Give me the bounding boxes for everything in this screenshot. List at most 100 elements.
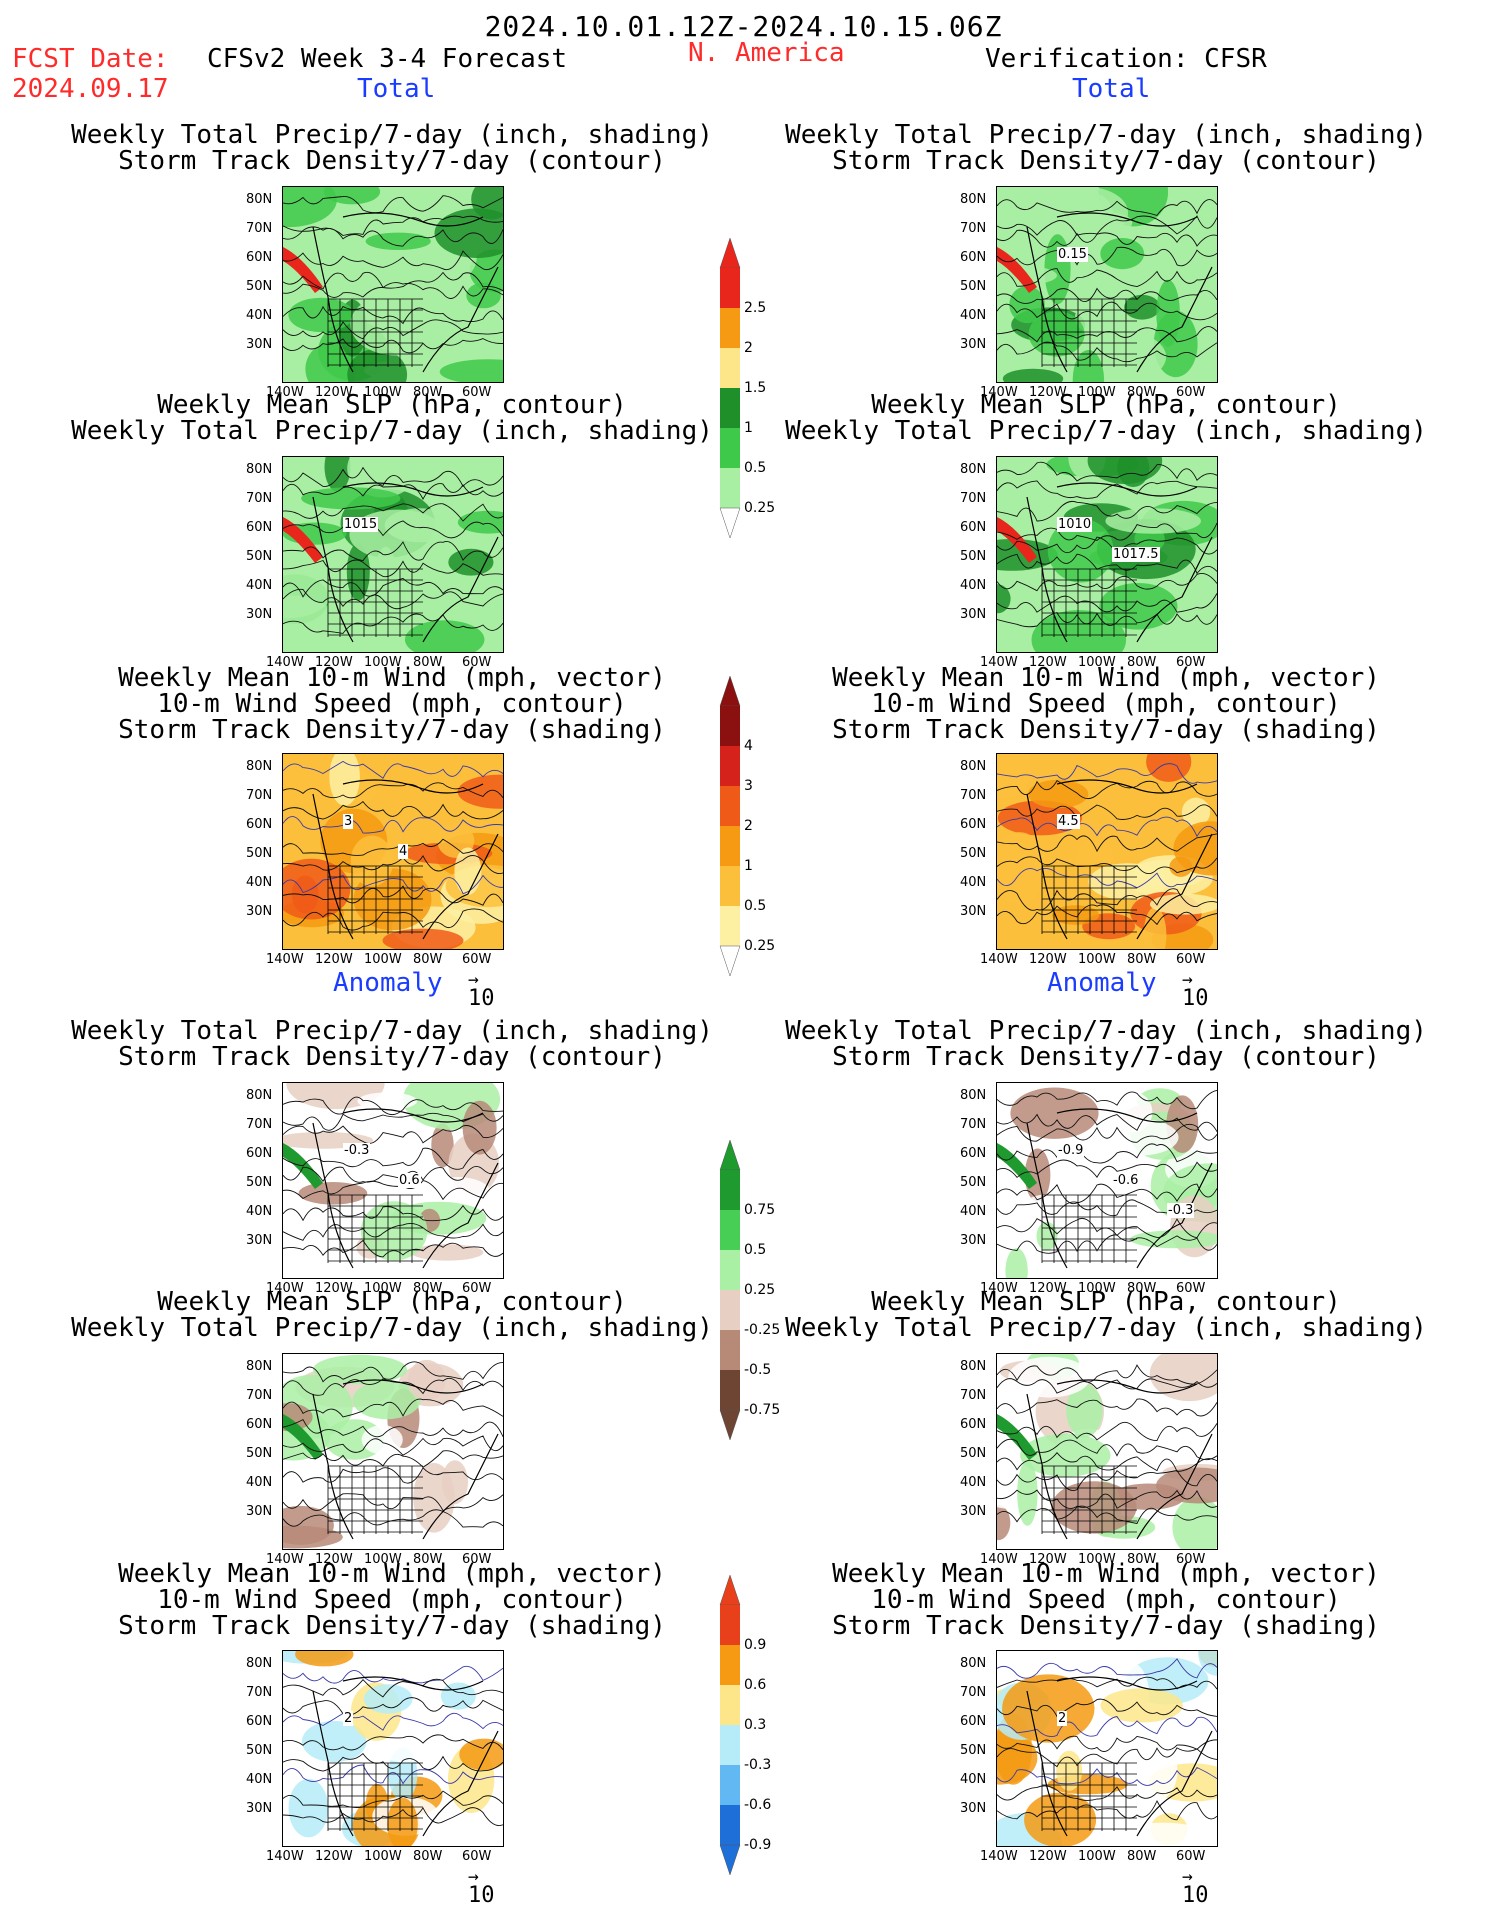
contour-line (997, 804, 1217, 820)
lat-tick-label: 40N (960, 1475, 987, 1490)
shading-blob (404, 620, 485, 652)
lat-tick-label: 40N (246, 1772, 273, 1787)
contour-line (997, 904, 1217, 926)
contour-line (997, 1766, 1217, 1786)
contour-line (283, 559, 503, 578)
coastline (312, 1676, 499, 1837)
lon-tick-label: 120W (315, 1849, 353, 1864)
panel-title-line: Weekly Total Precip/7-day (inch, shading… (71, 1016, 713, 1046)
lon-tick-label: 100W (1078, 1552, 1116, 1567)
shading-blob (1021, 1194, 1075, 1222)
contour-line (283, 1166, 503, 1183)
shading-blob (431, 1123, 454, 1168)
shading-blob (466, 1367, 503, 1415)
contour-line (283, 483, 503, 500)
contour-line (997, 763, 1217, 784)
lat-tick-label: 60N (960, 1417, 987, 1432)
shading-blob (357, 1092, 418, 1110)
contour-line (997, 816, 1217, 838)
shading-blob (1187, 234, 1217, 305)
lon-tick-label: 100W (364, 952, 402, 967)
contour-line (283, 1377, 503, 1396)
shading-blob (1117, 1822, 1208, 1846)
shading-blob (1149, 1354, 1217, 1402)
contour-line (283, 1678, 503, 1698)
lat-tick-label: 50N (246, 1175, 273, 1190)
shading-blob (316, 1239, 356, 1278)
coastline (1026, 212, 1213, 373)
contour-line (283, 1764, 503, 1785)
contour-line (283, 1204, 503, 1222)
shading-blob (361, 1425, 403, 1455)
lon-tick-label: 120W (315, 655, 353, 670)
map-graphic (997, 1651, 1217, 1846)
shading-blob (347, 457, 418, 498)
lon-tick-label: 120W (1029, 385, 1067, 400)
colorbar-segment (720, 428, 740, 468)
contour-line (283, 800, 503, 820)
contour-line (997, 1123, 1217, 1143)
shading-blob (459, 1738, 503, 1771)
contour-line (283, 1450, 503, 1468)
lon-tick-label: 140W (980, 1281, 1018, 1296)
coastline (312, 779, 499, 940)
anomaly-label-left: Anomaly (333, 968, 443, 998)
shading-blob (440, 1682, 476, 1710)
shading-blob (413, 1463, 455, 1533)
colorbar-bottom-arrow (719, 507, 741, 538)
lat-tick-label: 80N (960, 759, 987, 774)
shading-blob (1146, 754, 1192, 782)
contour-label: -0.9 (1057, 1143, 1085, 1158)
panel-title-line: Weekly Total Precip/7-day (inch, shading… (71, 1313, 713, 1343)
colorbar-tick-label: 3 (744, 778, 753, 794)
colorbar-segment (720, 826, 740, 866)
map-graphic (997, 187, 1217, 382)
lat-tick-label: 50N (246, 1743, 273, 1758)
contour-line (283, 226, 503, 247)
shading-blob (1002, 368, 1064, 382)
contour-line (283, 305, 503, 325)
lat-tick-label: 70N (960, 788, 987, 803)
lon-tick-label: 100W (1078, 952, 1116, 967)
vector-reference-value: 10 (468, 986, 495, 1011)
coastline (1026, 1108, 1213, 1269)
west-coast-precip-band (997, 1414, 1037, 1460)
lat-tick-label: 60N (960, 250, 987, 265)
shading-blob (313, 1354, 407, 1385)
lat-tick-label: 60N (246, 520, 273, 535)
colorbar-tick-label: 2 (744, 340, 753, 356)
coastline (1026, 779, 1213, 940)
lat-tick-label: 60N (960, 520, 987, 535)
contour-line (283, 1665, 503, 1684)
contour-line (283, 1398, 503, 1418)
shading-blob (1002, 1674, 1095, 1743)
vector-reference: → 10 (468, 971, 495, 1012)
contour-line (283, 1096, 503, 1116)
lon-tick-label: 120W (1029, 1281, 1067, 1296)
panel-title-line: Weekly Mean 10-m Wind (mph, vector) (118, 1559, 666, 1589)
state-boundaries (327, 1465, 423, 1534)
panel-title-line: Storm Track Density/7-day (shading) (118, 715, 666, 745)
colorbar-segment (720, 388, 740, 428)
lat-tick-label: 70N (960, 221, 987, 236)
contour-line (283, 1790, 503, 1808)
lat-tick-label: 80N (960, 192, 987, 207)
verification-title: Verification: CFSR (985, 44, 1267, 74)
lon-tick-label: 80W (1127, 952, 1157, 967)
shading-blob (387, 1797, 418, 1846)
shading-blob (1017, 1460, 1038, 1526)
colorbar-top-arrow (719, 676, 741, 707)
lat-tick-label: 40N (960, 308, 987, 323)
map-graphic (283, 754, 503, 949)
lat-tick-label: 70N (960, 491, 987, 506)
colorbar-segment (720, 1170, 740, 1210)
lon-tick-label: 60W (462, 655, 492, 670)
lat-tick-label: 70N (246, 788, 273, 803)
coastline (1026, 1676, 1213, 1837)
contour-label: -0.3 (343, 1143, 371, 1158)
state-boundaries (1041, 298, 1137, 367)
shading-blob (1087, 457, 1163, 484)
contour-label: 2 (1057, 1711, 1068, 1726)
lon-tick-label: 120W (315, 1281, 353, 1296)
lat-tick-label: 50N (246, 1446, 273, 1461)
